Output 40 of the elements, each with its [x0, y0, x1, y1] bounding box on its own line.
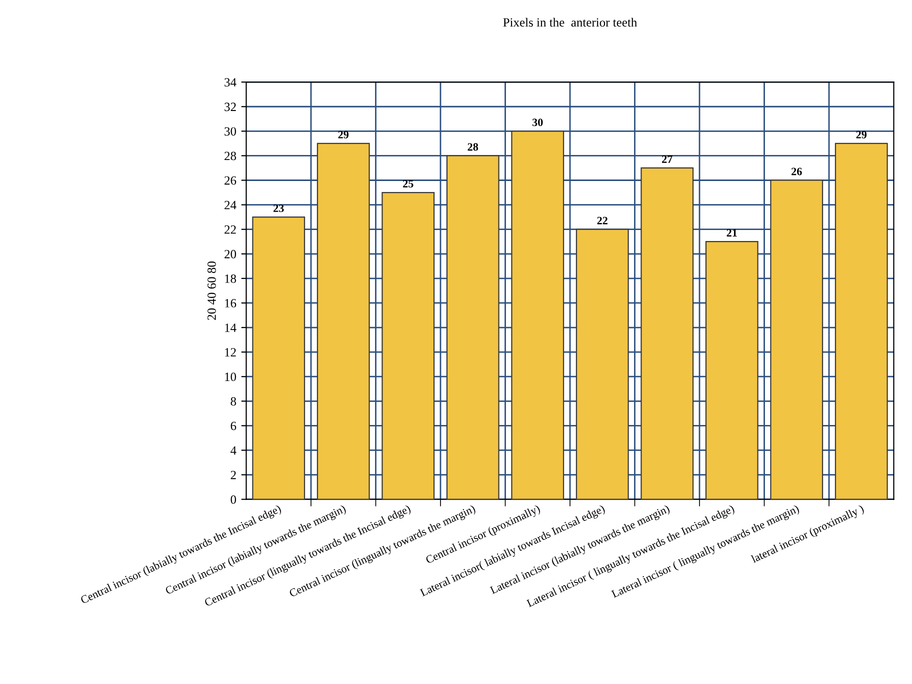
data-label: 25	[403, 180, 414, 188]
y-tick-label: 12	[225, 348, 236, 356]
bar	[834, 142, 888, 500]
y-tick-label: 0	[230, 495, 236, 504]
data-label: 23	[274, 204, 284, 212]
y-tick-label: 34	[224, 78, 236, 87]
data-label: 22	[597, 216, 608, 224]
y-tick-label: 2	[230, 470, 236, 480]
y-tick-label: 30	[224, 127, 236, 136]
y-tick-label: 6	[230, 422, 236, 430]
bar	[316, 142, 370, 500]
data-label: 29	[338, 130, 349, 138]
y-tick-label: 24	[224, 200, 236, 210]
y-tick-label: 14	[225, 324, 236, 332]
y-tick-label: 22	[224, 225, 236, 234]
y-tick-label: 32	[224, 102, 236, 112]
y-tick-label: 26	[224, 176, 236, 185]
data-label: 28	[468, 143, 478, 151]
y-tick-label: 20	[224, 250, 236, 258]
y-tick-label: 16	[225, 299, 236, 308]
y-tick-label: 8	[230, 397, 236, 406]
bar	[511, 130, 564, 500]
data-label: 27	[662, 155, 672, 163]
bar	[640, 167, 694, 500]
bar	[382, 192, 435, 500]
data-label: 26	[792, 168, 802, 176]
data-label: 21	[726, 229, 737, 236]
y-tick-label: 28	[224, 152, 236, 160]
bar	[705, 241, 758, 500]
bar	[446, 155, 500, 500]
chart-title: Pixels in the anterior teeth	[503, 18, 638, 27]
data-label: 29	[856, 130, 867, 138]
y-tick-label: 4	[230, 446, 236, 455]
y-tick-label: 18	[225, 274, 236, 283]
bar	[576, 228, 629, 500]
data-label: 30	[532, 118, 543, 126]
bar	[770, 180, 824, 500]
y-axis-title: 20 40 60 80	[207, 261, 216, 320]
bar	[252, 216, 306, 500]
y-tick-label: 10	[225, 372, 236, 382]
